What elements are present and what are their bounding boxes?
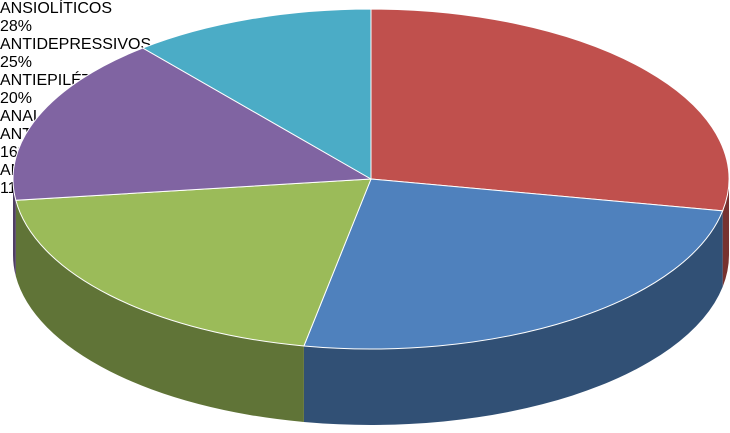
slice-side	[13, 179, 16, 277]
slice-side	[722, 179, 729, 287]
slice-side	[303, 210, 723, 425]
slice	[303, 178, 724, 350]
value-label: 28%	[0, 18, 33, 35]
slice-label: ANSIOLÍTICOS 28%	[0, 0, 170, 36]
pie-sides	[13, 179, 729, 425]
slice	[141, 8, 372, 180]
slice	[15, 178, 372, 347]
category-label: ANTIDEPRESSIVOS	[0, 36, 152, 53]
slice-side	[15, 200, 304, 422]
slice	[370, 8, 730, 212]
pie-tops	[12, 8, 730, 350]
value-label: 20%	[0, 90, 33, 107]
slice	[12, 47, 373, 201]
category-label: ANSIOLÍTICOS	[0, 0, 113, 17]
value-label: 25%	[0, 54, 33, 71]
slice-label: ANTIDEPRESSIVOS 25%	[0, 36, 170, 72]
